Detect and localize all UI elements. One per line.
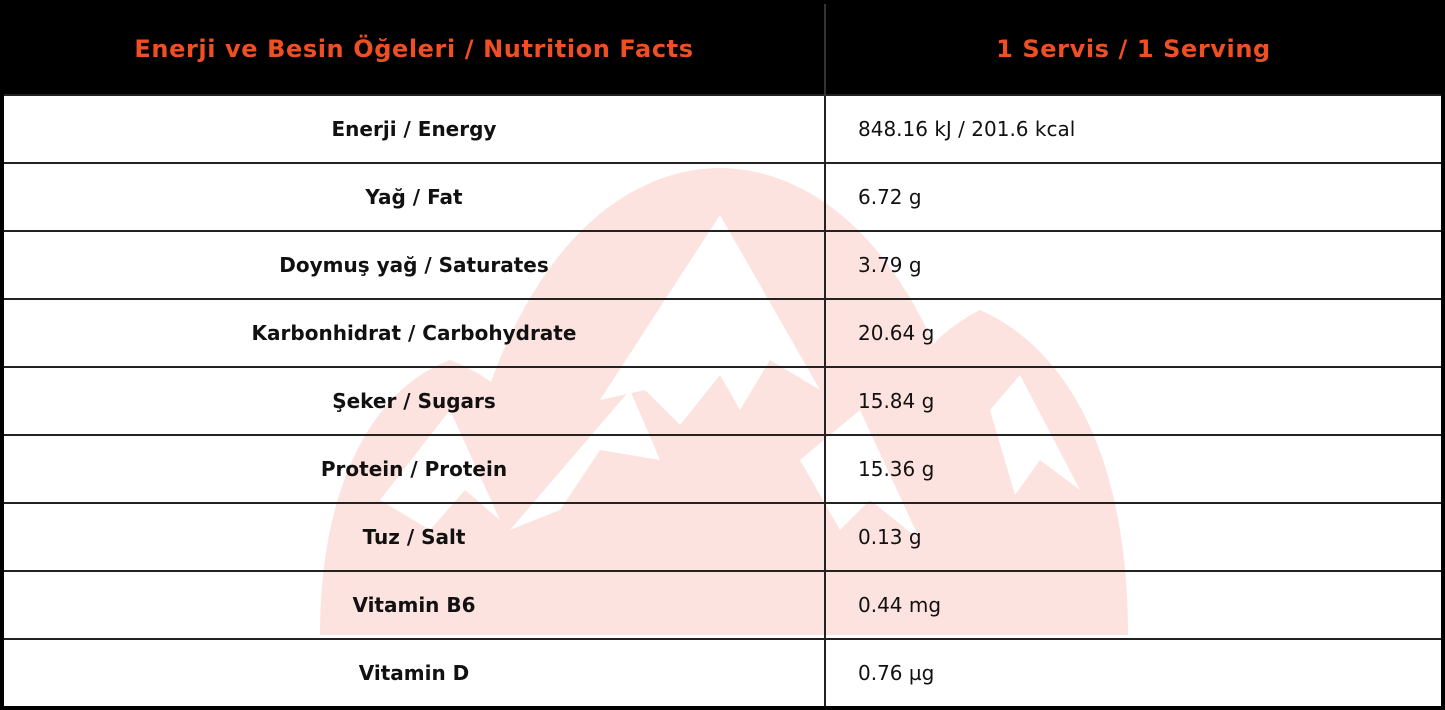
- header-nutrient: Enerji ve Besin Öğeleri / Nutrition Fact…: [4, 4, 825, 95]
- nutrient-value: 0.13 g: [825, 502, 1441, 571]
- table-row: Tuz / Salt 0.13 g: [4, 502, 1441, 571]
- nutrient-value: 3.79 g: [825, 230, 1441, 299]
- nutrient-value: 20.64 g: [825, 298, 1441, 367]
- table-header-row: Enerji ve Besin Öğeleri / Nutrition Fact…: [4, 4, 1441, 95]
- header-per-serving: 1 Servis / 1 Serving: [824, 4, 1441, 95]
- nutrient-label: Karbonhidrat / Carbohydrate: [4, 298, 826, 367]
- nutrient-value: 0.76 µg: [825, 638, 1441, 706]
- nutrient-value: 15.84 g: [825, 366, 1441, 435]
- nutrient-label: Yağ / Fat: [4, 162, 826, 231]
- nutrient-label: Şeker / Sugars: [4, 366, 826, 435]
- nutrient-label: Vitamin B6: [4, 570, 826, 639]
- nutrient-label: Tuz / Salt: [4, 502, 826, 571]
- table-row: Karbonhidrat / Carbohydrate 20.64 g: [4, 298, 1441, 367]
- table-row: Yağ / Fat 6.72 g: [4, 162, 1441, 231]
- table-row: Enerji / Energy 848.16 kJ / 201.6 kcal: [4, 94, 1441, 163]
- nutrition-facts-table: Enerji ve Besin Öğeleri / Nutrition Fact…: [4, 4, 1441, 706]
- table-row: Protein / Protein 15.36 g: [4, 434, 1441, 503]
- nutrient-value: 15.36 g: [825, 434, 1441, 503]
- nutrient-value: 6.72 g: [825, 162, 1441, 231]
- nutrient-label: Protein / Protein: [4, 434, 826, 503]
- nutrient-label: Enerji / Energy: [4, 94, 826, 163]
- table-row: Vitamin B6 0.44 mg: [4, 570, 1441, 639]
- table-row: Şeker / Sugars 15.84 g: [4, 366, 1441, 435]
- nutrient-label: Vitamin D: [4, 638, 826, 706]
- table-row: Vitamin D 0.76 µg: [4, 638, 1441, 706]
- nutrient-value: 0.44 mg: [825, 570, 1441, 639]
- table-row: Doymuş yağ / Saturates 3.79 g: [4, 230, 1441, 299]
- nutrient-value: 848.16 kJ / 201.6 kcal: [825, 94, 1441, 163]
- nutrient-label: Doymuş yağ / Saturates: [4, 230, 826, 299]
